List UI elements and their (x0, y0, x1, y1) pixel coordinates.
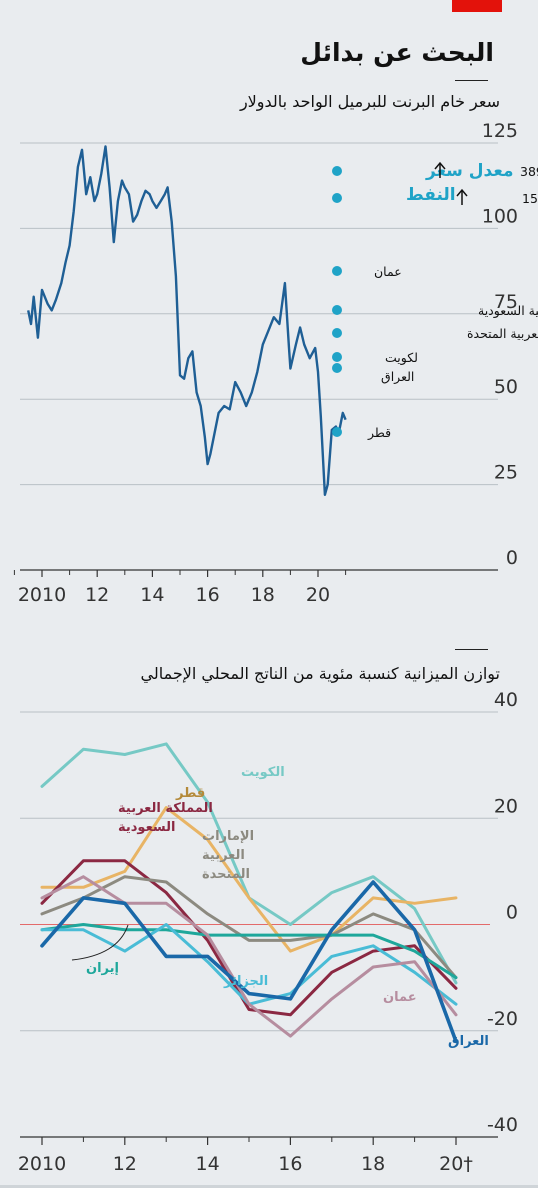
legend-title: معدل سعر (425, 161, 514, 181)
breakeven-dot (332, 305, 342, 315)
chart-2-title: توازن الميزانية كنسبة مئوية من الناتج ال… (140, 664, 500, 683)
x-tick-label: 20† (439, 1153, 473, 1175)
y-tick-label: 100 (482, 205, 518, 227)
series-label-2: المملكة العربية (118, 801, 213, 816)
series-label-2: السعودية (118, 820, 176, 835)
breakeven-label: إيران 389 (520, 164, 538, 180)
breakeven-label: العراق (381, 369, 414, 385)
breakeven-dot (332, 166, 342, 176)
series-label-3: الإمارات (202, 829, 254, 844)
breakeven-dot (332, 193, 342, 203)
x-tick-label: 12 (85, 584, 109, 606)
y-tick-label: 25 (494, 462, 518, 484)
breakeven-label: لكويت (385, 350, 418, 366)
breakeven-label: المملكة العربية السعودية (478, 303, 538, 319)
x-tick-label: 20 (306, 584, 330, 606)
x-tick-label: 14 (196, 1153, 220, 1175)
x-tick-label: 14 (140, 584, 164, 606)
series-label-0: الكويت (241, 765, 285, 780)
chart-2-rule (455, 649, 488, 650)
x-tick-label: 18 (251, 584, 275, 606)
y-tick-label: 50 (494, 376, 518, 398)
breakeven-dot (332, 427, 342, 437)
brent-price-line (27, 145, 347, 496)
y-tick-label: -20 (487, 1008, 518, 1030)
legend-title-line2: النفط (406, 185, 456, 205)
breakeven-label: عمان (374, 264, 402, 279)
y-tick-label: 0 (506, 547, 518, 569)
series-label-3: العربية (202, 848, 245, 863)
series-label-7: العراق (448, 1034, 489, 1049)
y-tick-label: 75 (494, 291, 518, 313)
series-line-4 (40, 923, 458, 980)
breakeven-dot (332, 328, 342, 338)
series-line-6 (40, 875, 458, 1038)
y-tick-label: -40 (487, 1114, 518, 1136)
y-tick-label: 40 (494, 689, 518, 711)
footer-rule (0, 1185, 538, 1188)
title-rule (455, 80, 488, 81)
arrow-head-icon (456, 188, 468, 197)
breakeven-dot (332, 266, 342, 276)
chart-1-title: سعر خام البرنت للبرميل الواحد بالدولار (239, 92, 500, 111)
x-tick-label: 16 (196, 584, 220, 606)
arrow-head-icon (434, 161, 446, 170)
series-label-3: المتحدة (202, 867, 250, 882)
series-line-3 (40, 875, 458, 980)
series-label-6: عمان (383, 990, 417, 1005)
x-tick-label: 2010 (18, 584, 66, 606)
breakeven-label: الإمارات العربية المتحدة (467, 326, 538, 342)
x-tick-label: 18 (361, 1153, 385, 1175)
breakeven-dot (332, 352, 342, 362)
series-label-4: إيران (86, 961, 119, 976)
y-tick-label: 20 (494, 795, 518, 817)
y-tick-label: 125 (482, 120, 518, 142)
x-tick-label: 2010 (18, 1153, 66, 1175)
iran-pointer (71, 924, 129, 961)
page-title: البحث عن بدائل (300, 38, 494, 67)
series-label-5: الجزائر (223, 974, 268, 989)
series-line-2 (40, 859, 458, 1017)
series-line-7 (40, 880, 458, 1044)
breakeven-label: الجزائر 157 (522, 191, 538, 207)
breakeven-label: قطر (367, 425, 391, 441)
series-label-1: قطر (175, 786, 205, 801)
x-tick-label: 12 (113, 1153, 137, 1175)
breakeven-dot (332, 363, 342, 373)
y-tick-label: 0 (506, 902, 518, 924)
brand-tab (452, 0, 502, 12)
brent-price-chart: 125 100 75 50 25 0 2010 12 14 16 18 20 معدل سعر النفط… (13, 120, 538, 606)
x-tick-label: 16 (278, 1153, 302, 1175)
